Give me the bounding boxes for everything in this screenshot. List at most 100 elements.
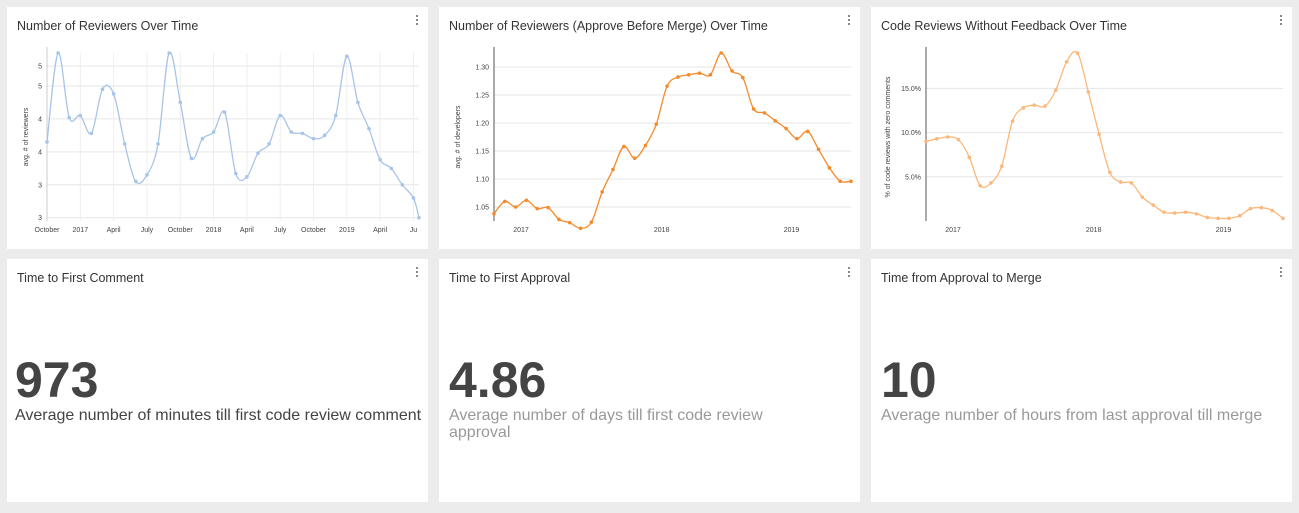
card-menu-icon[interactable] (414, 267, 420, 281)
data-point (134, 179, 138, 184)
x-tick-label: 2019 (1216, 227, 1232, 234)
y-tick-label: 5.0% (905, 174, 921, 181)
y-tick-label: 4 (38, 149, 42, 156)
data-point (751, 107, 756, 111)
data-point (578, 226, 583, 231)
data-point (400, 182, 405, 187)
y-tick-label: 1.05 (475, 205, 489, 212)
data-point (1010, 119, 1015, 123)
data-point (1173, 211, 1177, 215)
data-point (1097, 132, 1101, 137)
data-point (333, 113, 338, 118)
data-point (632, 156, 637, 161)
y-tick-label: 1.25 (475, 93, 489, 100)
data-point (245, 175, 249, 179)
data-point (567, 220, 572, 225)
y-tick-label: 1.10 (475, 177, 489, 184)
data-point (741, 75, 745, 80)
card-menu-icon[interactable] (414, 15, 420, 29)
y-tick-label: 1.15 (475, 149, 489, 156)
x-tick-label: 2019 (339, 227, 355, 234)
data-point (816, 147, 821, 152)
data-point (708, 73, 713, 77)
data-point (45, 140, 49, 144)
data-point (924, 139, 928, 144)
data-point (178, 100, 183, 105)
stat-value: 10 (881, 352, 937, 408)
data-point (411, 196, 416, 200)
y-axis-label: avg. # of developers (455, 105, 462, 169)
data-point (167, 51, 171, 55)
x-tick-label: October (301, 227, 327, 234)
stat-value: 973 (15, 352, 99, 408)
reviewers-chart: 3 3 4 4 5 5 October 2017 April July October 2018 Apr… (23, 47, 421, 234)
data-point (643, 143, 648, 148)
data-point (389, 166, 394, 171)
data-point (345, 54, 349, 59)
y-tick-label: 3 (38, 215, 42, 222)
data-point (1194, 212, 1199, 216)
card-menu-icon[interactable] (1278, 15, 1284, 29)
data-point (1151, 203, 1155, 207)
data-point (1248, 206, 1253, 211)
data-point (784, 126, 788, 131)
data-point (805, 129, 810, 134)
data-point (111, 92, 116, 96)
data-point (278, 113, 282, 118)
card-menu-icon[interactable] (1278, 267, 1284, 281)
x-tick-label: 2018 (1086, 227, 1102, 234)
x-tick-label: 2018 (654, 227, 670, 234)
data-point (600, 190, 604, 194)
data-point (417, 215, 421, 220)
data-point (762, 111, 767, 115)
data-point (1118, 180, 1123, 184)
data-point (513, 205, 518, 209)
series-line (46, 51, 420, 218)
card-title: Number of Reviewers (Approve Before Merg… (449, 19, 768, 33)
data-point (827, 166, 832, 170)
data-point (322, 133, 327, 138)
x-tick-label: October (35, 227, 61, 234)
data-point (730, 69, 734, 73)
data-point (935, 136, 939, 141)
data-point (1086, 90, 1091, 94)
y-tick-label: 10.0% (901, 130, 921, 137)
data-point (1183, 210, 1188, 214)
data-point (211, 130, 216, 134)
chart-card-reviewers: Number of Reviewers Over Time 3 3 4 4 5 5 Octo… (7, 7, 428, 249)
y-tick-label: 1.30 (475, 65, 489, 72)
x-tick-label: 2017 (513, 227, 529, 234)
card-menu-icon[interactable] (846, 267, 852, 281)
data-point (67, 115, 72, 120)
data-point (289, 130, 294, 134)
x-tick-label: April (240, 227, 254, 234)
data-point (122, 142, 127, 146)
data-point (378, 157, 382, 162)
data-point (967, 155, 972, 160)
data-point (773, 118, 778, 123)
data-point (999, 164, 1004, 168)
reviewers-approve-chart: 1.05 1.10 1.15 1.20 1.25 1.30 2017 2018 2019 avg.… (455, 47, 853, 234)
data-point (524, 198, 529, 203)
x-tick-label: October (168, 227, 194, 234)
series-line (493, 52, 852, 229)
data-point (222, 110, 227, 115)
no-feedback-chart: 5.0% 10.0% 15.0% 2017 2018 2019 % of code revi… (885, 47, 1285, 234)
y-tick-label: 5 (38, 83, 42, 90)
data-point (1270, 208, 1274, 213)
card-title: Number of Reviewers Over Time (17, 19, 199, 33)
x-tick-label: July (141, 227, 154, 234)
data-point (1140, 195, 1145, 199)
data-point (189, 156, 194, 161)
data-point (654, 122, 659, 126)
data-point (838, 179, 842, 184)
stat-card-approval-to-merge: Time from Approval to Merge 10 Average n… (871, 259, 1292, 502)
y-tick-label: 1.20 (475, 121, 489, 128)
data-point (535, 206, 540, 211)
x-tick-label: 2017 (73, 227, 89, 234)
data-point (1129, 181, 1134, 185)
chart-card-reviewers-approve: Number of Reviewers (Approve Before Merg… (439, 7, 860, 249)
data-point (78, 113, 83, 118)
data-point (492, 211, 496, 216)
card-menu-icon[interactable] (846, 15, 852, 29)
